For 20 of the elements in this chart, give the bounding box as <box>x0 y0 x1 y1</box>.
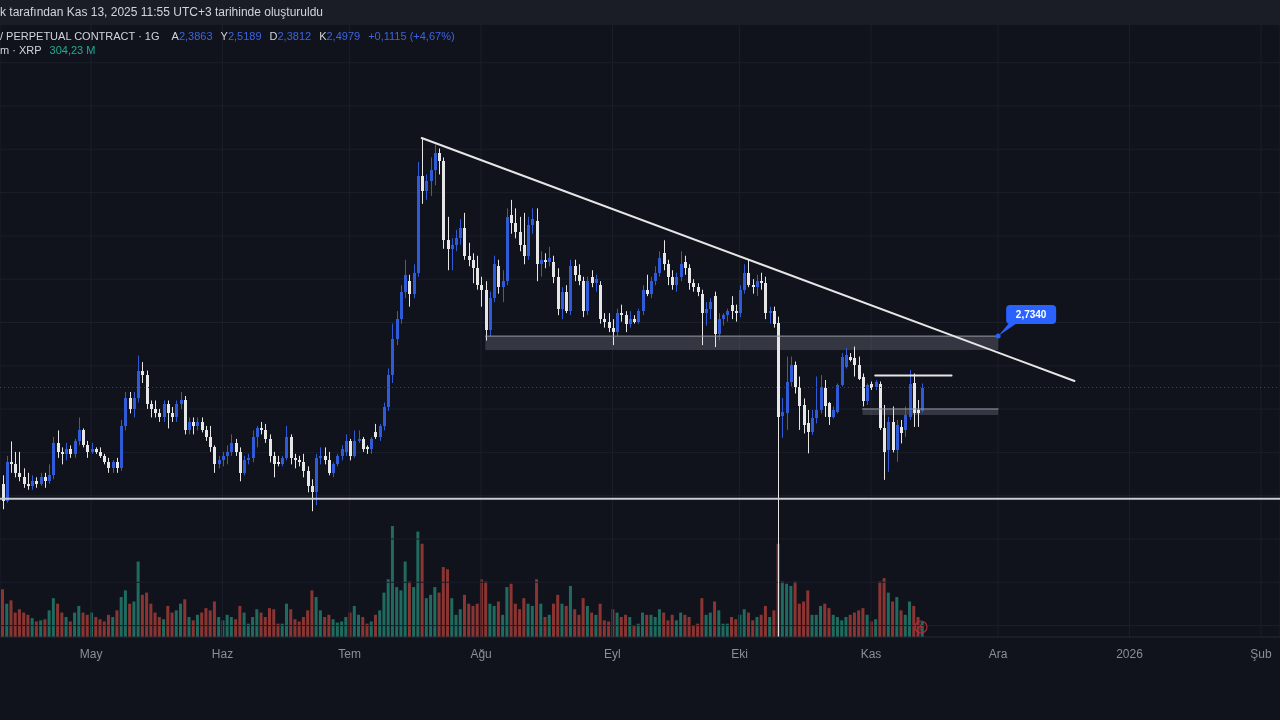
text: m · XRP <box>0 43 42 57</box>
text: A2,3863 <box>171 30 213 42</box>
x-tick-label: May <box>79 646 103 661</box>
text: 304,23 M <box>49 43 96 57</box>
x-tick-label: Tem <box>338 646 362 661</box>
x-tick-label: Ara <box>988 646 1008 661</box>
text: D2,3812 <box>269 30 312 42</box>
text: k tarafından Kas 13, 2025 11:55 UTC+3 tarihinde oluşturuldu <box>0 5 323 19</box>
text: +0,1115 (+4,67%) <box>368 29 455 43</box>
x-tick-label: Haz <box>211 646 234 661</box>
x-tick-label: Ağu <box>470 646 492 661</box>
x-tick-label: Şub <box>1250 646 1272 661</box>
x-tick-label: 2026 <box>1116 646 1144 661</box>
annotation: 2,7340 <box>1015 309 1047 321</box>
text: Y2,5189 <box>220 30 262 42</box>
text: K2,4979 <box>319 30 361 42</box>
x-tick-label: Eyl <box>604 646 621 661</box>
chart-title: / PERPETUAL CONTRACT · 1G <box>0 29 160 43</box>
x-tick-label: Kas <box>860 646 882 661</box>
x-tick-label: Eki <box>731 646 748 661</box>
